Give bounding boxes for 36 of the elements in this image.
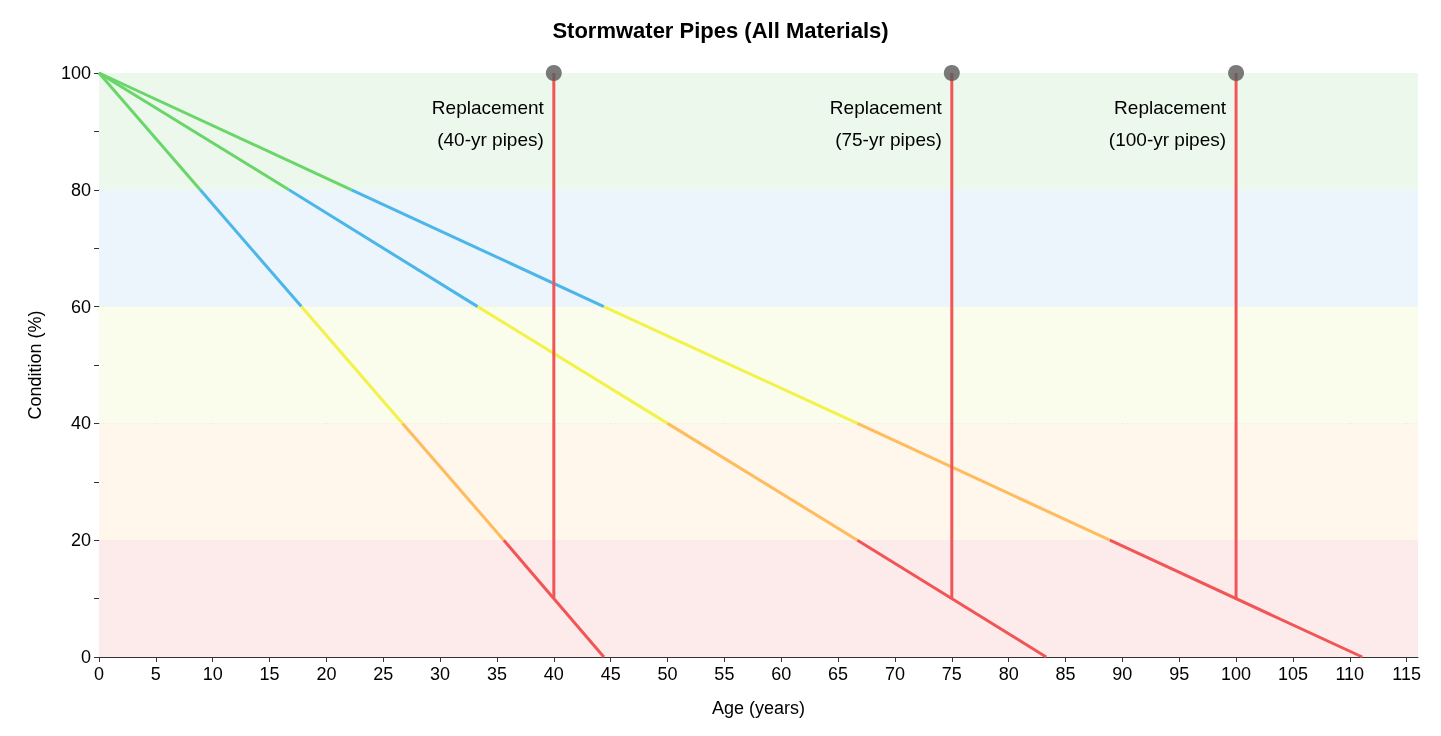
x-tick-label: 20 [316,664,337,684]
x-tick-label: 0 [93,664,105,684]
y-axis-title: Condition (%) [25,310,45,420]
y-tick-label: 100 [60,63,91,83]
x-tick-label: 60 [771,664,792,684]
y-tick-label: 20 [70,530,91,551]
x-tick-label: 30 [430,664,451,684]
x-tick-label: 45 [600,664,621,684]
x-tick-label: 95 [1169,664,1190,684]
annotation: Replacement (75-yr pipes) [829,96,943,150]
x-tick-label: 90 [1112,664,1133,684]
x-tick-label: 70 [884,664,905,684]
x-tick-label: 100 [1221,664,1252,684]
annotation: Replacement (40-yr pipes) [431,96,545,150]
x-tick-label: 110 [1335,664,1365,684]
x-tick-label: 80 [998,664,1019,684]
y-tick-label: 80 [70,179,91,200]
x-tick-label: 75 [941,664,962,684]
y-tick-label: 40 [70,413,91,434]
x-tick-label: 65 [828,664,849,684]
x-tick-label: 105 [1277,664,1308,684]
x-tick-label: 50 [657,664,678,684]
x-tick-label: 55 [714,664,735,684]
x-tick-label: 40 [543,664,564,684]
y-tick-label: 60 [70,296,91,317]
x-tick-label: 115 [1392,664,1421,684]
chart-title: Stormwater Pipes (All Materials) [552,17,889,43]
x-tick-label: 5 [150,664,161,684]
x-tick-label: 35 [486,664,507,684]
x-tick-label: 85 [1055,664,1076,684]
y-tick-label: 0 [80,647,91,667]
x-tick-label: 25 [373,664,394,684]
x-axis-title: Age (years) [711,698,806,718]
x-tick-label: 15 [259,664,280,684]
annotation: Replacement (100-yr pipes) [1108,96,1227,150]
x-tick-label: 10 [202,664,223,684]
